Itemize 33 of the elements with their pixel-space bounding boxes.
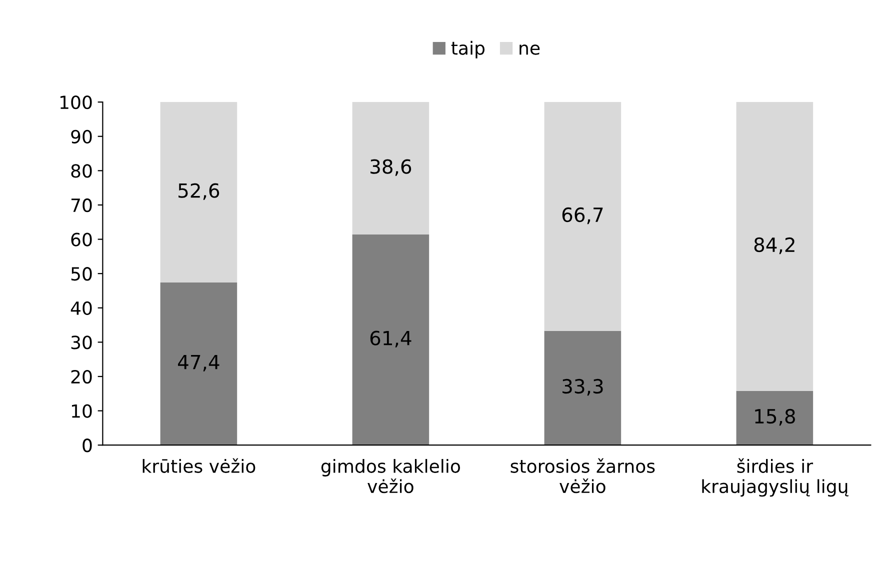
bar [736, 390, 814, 446]
bar [352, 102, 430, 234]
data-label: 33,3 [562, 378, 603, 396]
legend-label: taip [451, 40, 485, 58]
y-tick-label: 0 [82, 438, 92, 452]
x-tick-label: storosios žarnos vėžio [510, 458, 655, 494]
y-tick-label: 50 [71, 267, 92, 281]
bar [160, 282, 238, 446]
bar [544, 102, 622, 331]
legend-label: ne [520, 44, 540, 55]
bar [160, 102, 238, 282]
data-label: 15,8 [755, 408, 795, 426]
data-label: 47,4 [178, 354, 220, 372]
y-tick-label: 20 [71, 370, 92, 384]
y-tick-label: 90 [71, 130, 92, 144]
data-label: 84,2 [754, 237, 794, 254]
bar [352, 234, 430, 446]
y-tick-label: 10 [72, 404, 92, 418]
data-label: 52,6 [178, 183, 220, 200]
y-tick-label: 80 [71, 164, 92, 178]
x-tick-label: širdies ir kraujagyslių ligų [702, 458, 848, 497]
x-tick-label: gimdos kaklelio vėžio [321, 458, 460, 494]
y-tick-label: 30 [71, 336, 92, 350]
y-tick-label: 60 [71, 232, 92, 246]
data-label: 66,7 [562, 207, 603, 224]
y-tick-label: 100 [60, 96, 92, 110]
x-tick-label: krūties vėžio [142, 458, 256, 473]
y-tick-label: 70 [71, 198, 92, 212]
bar [544, 330, 622, 446]
data-label: 61,4 [370, 330, 412, 348]
y-tick-label: 40 [70, 301, 92, 315]
bar [736, 102, 814, 391]
data-label: 38,6 [370, 159, 412, 176]
